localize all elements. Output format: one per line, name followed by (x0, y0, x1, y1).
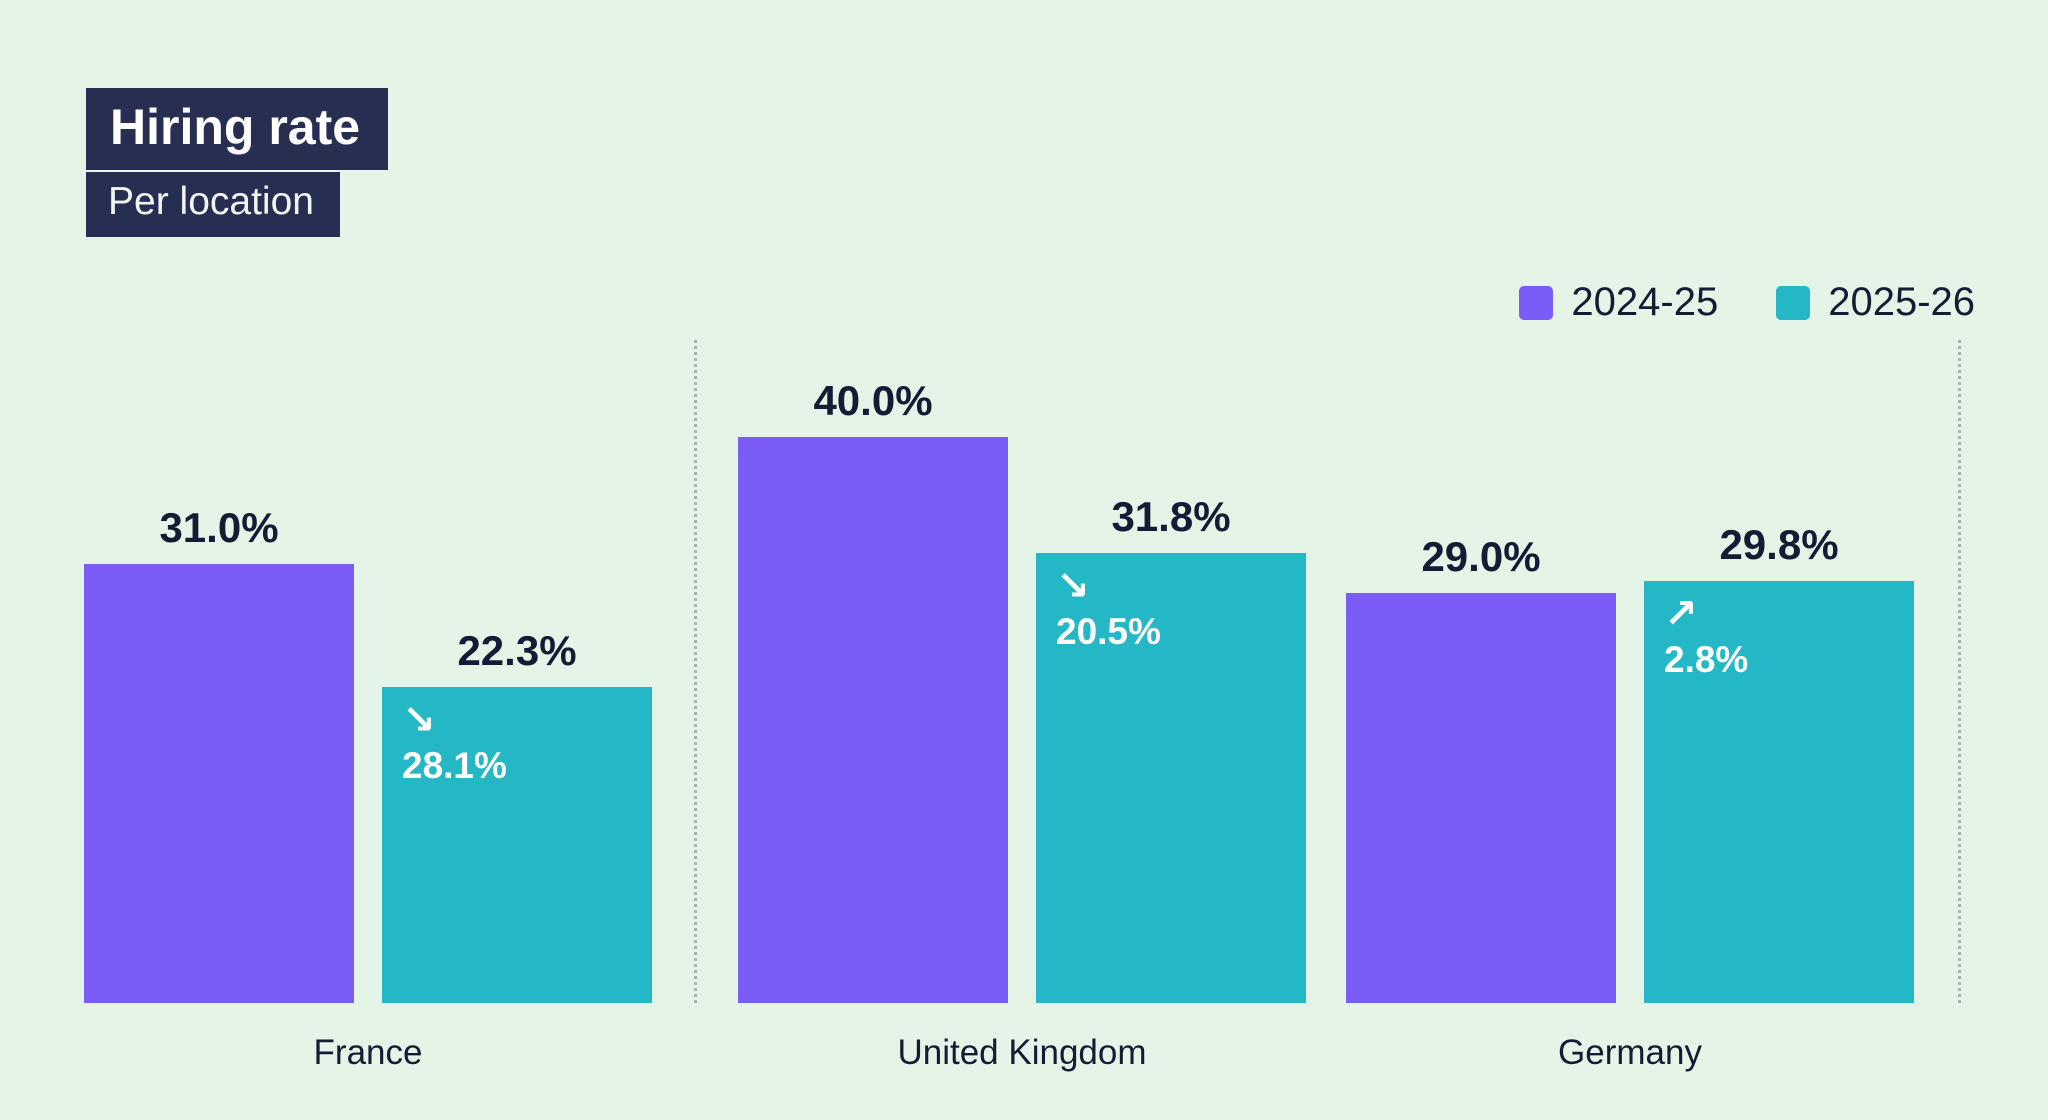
arrow-down-right-icon: ↘ (1056, 564, 1090, 608)
annotation-label: 28.1% (402, 745, 507, 786)
value-label-2024-25-germany: 29.0% (1421, 533, 1541, 580)
group-separator (1958, 340, 1961, 1003)
bar-2024-25-germany (1346, 593, 1616, 1003)
category-label-germany: Germany (1558, 1033, 1702, 1072)
annotation-label: 20.5% (1056, 611, 1161, 652)
category-label-france: France (313, 1033, 423, 1072)
value-label-2025-26-germany: 29.8% (1719, 521, 1839, 568)
legend-swatch-icon (1776, 285, 1811, 320)
legend-label: 2025-26 (1828, 280, 1975, 324)
annotation-label: 2.8% (1664, 639, 1749, 680)
category-label-united-kingdom: United Kingdom (897, 1033, 1147, 1072)
value-label-2024-25-united-kingdom: 40.0% (813, 377, 933, 424)
change-annotation: ↘ 28.1% (402, 697, 507, 787)
arrow-down-right-icon: ↘ (402, 698, 436, 742)
legend-item-2025-26: 2025-26 (1776, 280, 1975, 325)
bar-2025-26-france: ↘ 28.1% (382, 687, 652, 1003)
group-separator (694, 340, 697, 1003)
legend-item-2024-25: 2024-25 (1519, 280, 1718, 325)
legend-label: 2024-25 (1571, 280, 1719, 324)
value-label-2025-26-united-kingdom: 31.8% (1111, 493, 1231, 540)
bar-2024-25-france (84, 564, 354, 1003)
page-subtitle: Per location (86, 172, 340, 237)
legend: 2024-25 2025-26 (1519, 280, 1975, 325)
change-annotation: ↘ 20.5% (1056, 563, 1161, 653)
bar-2024-25-united-kingdom (738, 437, 1008, 1003)
page-title: Hiring rate (86, 88, 389, 170)
arrow-up-right-icon: ↗ (1664, 592, 1698, 636)
legend-swatch-icon (1519, 285, 1554, 320)
value-label-2024-25-france: 31.0% (159, 504, 279, 551)
bar-2025-26-germany: ↗ 2.8% (1644, 581, 1914, 1003)
change-annotation: ↗ 2.8% (1664, 591, 1748, 681)
bar-2025-26-united-kingdom: ↘ 20.5% (1036, 553, 1306, 1003)
value-label-2025-26-france: 22.3% (457, 627, 577, 674)
